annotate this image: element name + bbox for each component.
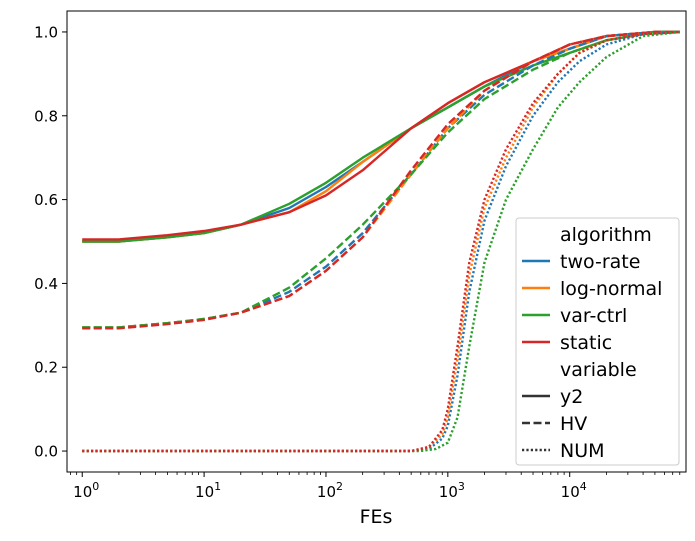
- legend-label-variable-title: variable: [560, 359, 637, 381]
- legend-label-num: NUM: [560, 440, 605, 462]
- y-tick-label: 0.0: [34, 443, 58, 461]
- series-lines: [82, 30, 680, 453]
- series-static-y2: [82, 30, 680, 241]
- y-tick-label: 0.6: [34, 191, 58, 209]
- series-static-num: [82, 30, 680, 453]
- x-tick-label: 101: [195, 480, 221, 501]
- legend-label-two-rate: two-rate: [560, 251, 640, 273]
- x-tick-label: 104: [561, 480, 587, 501]
- x-axis-label: FEs: [360, 506, 393, 528]
- legend-label-algorithm-title: algorithm: [560, 224, 652, 246]
- y-tick-label: 0.8: [34, 107, 58, 125]
- legend-label-log-normal: log-normal: [560, 278, 662, 300]
- legend-label-hv: HV: [560, 413, 587, 435]
- legend-label-y2: y2: [560, 386, 583, 408]
- y-tick-label: 1.0: [34, 23, 58, 41]
- series-static-hv: [82, 30, 680, 330]
- y-tick-label: 0.2: [34, 359, 58, 377]
- plot-frame: [66, 10, 687, 473]
- legend-label-var-ctrl: var-ctrl: [560, 305, 627, 327]
- axes: 0.0 0.2 0.4 0.6 0.8 1.0 100 101 102 103 104: [34, 10, 687, 501]
- x-tick-label: 100: [73, 480, 99, 501]
- legend-label-static: static: [560, 332, 612, 354]
- x-tick-label: 103: [439, 480, 465, 501]
- y-tick-label: 0.4: [34, 275, 58, 293]
- legend-box: [515, 217, 680, 466]
- legend: algorithm two-rate log-normal var-ctrl stati…: [515, 217, 680, 466]
- x-tick-label: 102: [317, 480, 343, 501]
